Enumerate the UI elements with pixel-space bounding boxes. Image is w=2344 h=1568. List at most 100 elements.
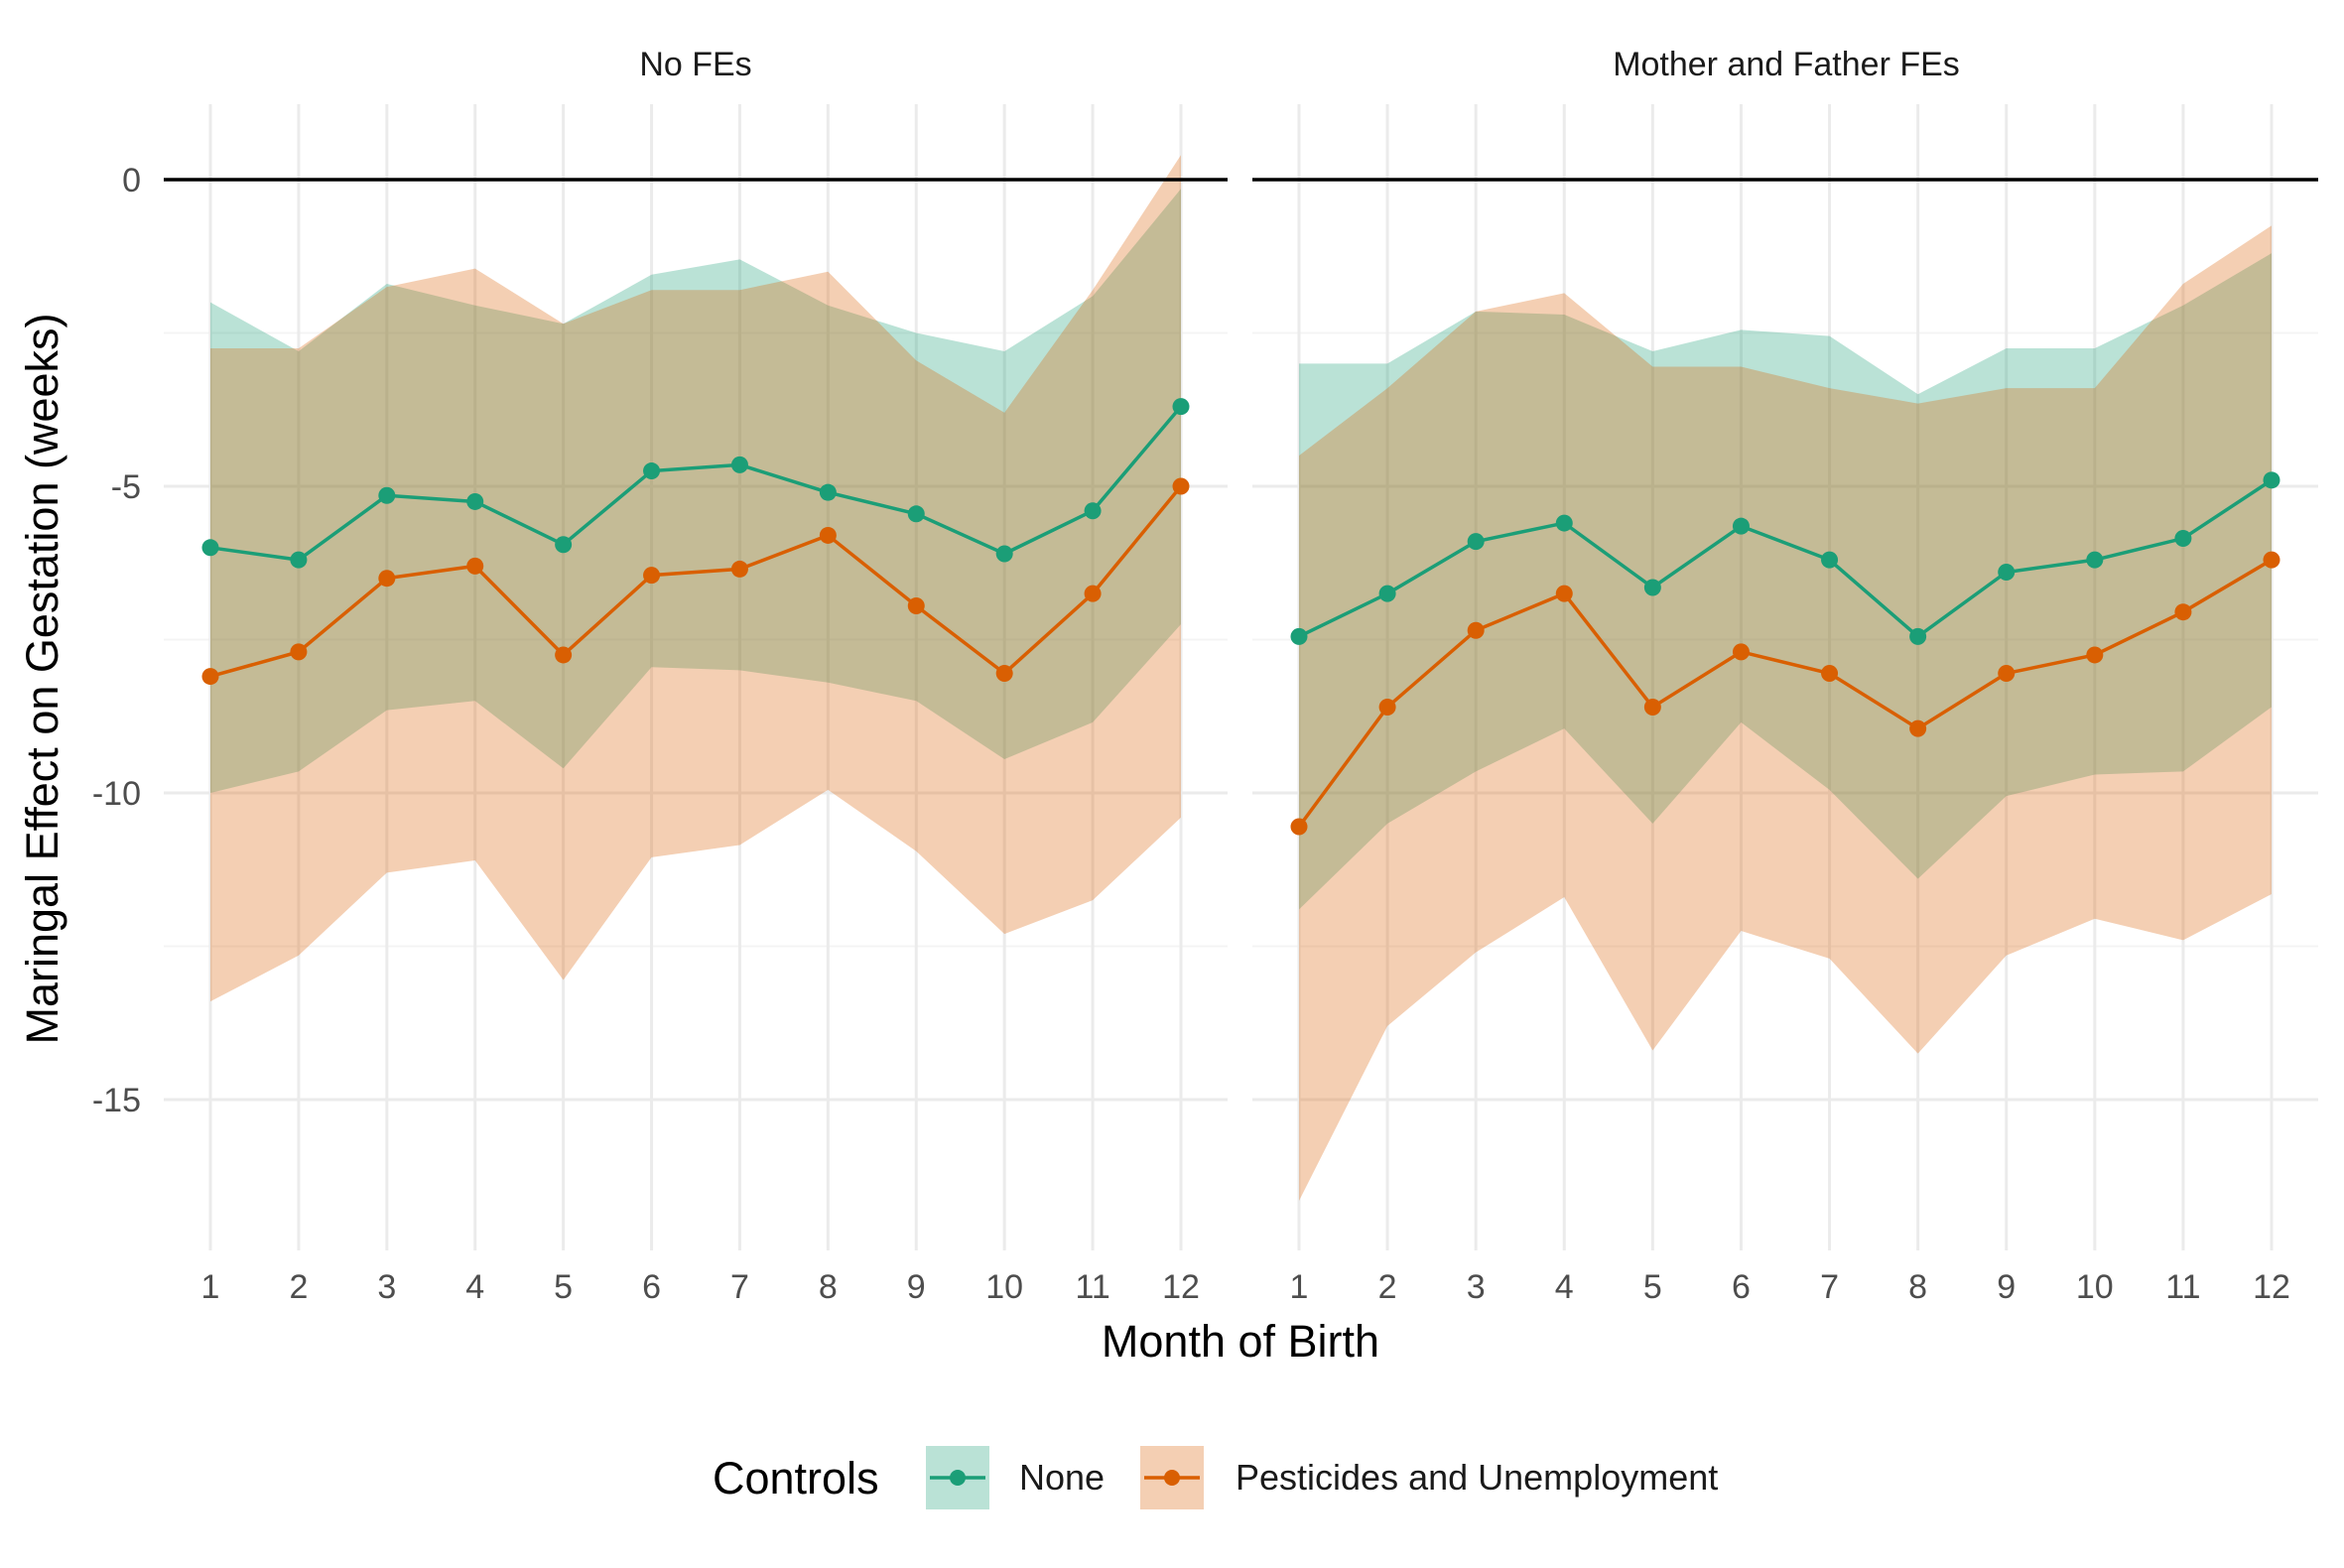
legend-label-none: None — [1019, 1457, 1105, 1498]
data-point-pesticides — [378, 570, 396, 588]
x-tick-label: 1 — [1290, 1268, 1309, 1306]
data-point-none — [643, 462, 661, 480]
data-point-none — [1467, 533, 1485, 551]
data-point-pesticides — [907, 597, 925, 615]
x-tick-label: 4 — [1555, 1268, 1574, 1306]
legend-point-none — [950, 1470, 966, 1486]
legend-key-pesticides — [1140, 1446, 1204, 1509]
data-point-pesticides — [2263, 551, 2280, 569]
x-tick-label: 9 — [907, 1268, 926, 1306]
data-point-none — [1643, 579, 1661, 596]
x-tick-label: 2 — [1378, 1268, 1397, 1306]
x-tick-label: 10 — [2076, 1268, 2114, 1306]
data-point-none — [1998, 564, 2016, 582]
data-point-none — [1084, 502, 1102, 520]
data-point-pesticides — [2174, 603, 2192, 621]
data-point-none — [819, 483, 837, 501]
data-point-pesticides — [819, 526, 837, 544]
data-point-none — [2086, 551, 2104, 569]
confidence-band-none — [210, 189, 1181, 793]
x-tick-label: 7 — [1820, 1268, 1839, 1306]
data-point-none — [907, 505, 925, 523]
series-line-none — [1298, 478, 2273, 639]
x-tick-label: 7 — [730, 1268, 749, 1306]
data-point-none — [1290, 627, 1308, 645]
x-tick-label: 4 — [465, 1268, 484, 1306]
data-point-pesticides — [1172, 477, 1190, 495]
x-tick-label: 11 — [1075, 1268, 1109, 1306]
data-point-none — [1909, 627, 1927, 645]
x-tick-label: 6 — [1732, 1268, 1751, 1306]
legend: Controls None Pesticides and Unemploymen… — [713, 1446, 1718, 1509]
x-tick-label: 12 — [2253, 1268, 2290, 1306]
data-point-none — [1378, 585, 1396, 602]
y-axis: 0 -5 -10 -15 — [92, 162, 141, 1119]
data-point-pesticides — [2086, 646, 2104, 664]
x-tick-label: 3 — [1467, 1268, 1486, 1306]
x-tick-label: 5 — [554, 1268, 573, 1306]
y-axis-label: Maringal Effect on Gestation (weeks) — [17, 313, 67, 1044]
data-point-none — [730, 456, 748, 473]
legend-title: Controls — [713, 1453, 879, 1503]
x-tick-label: 11 — [2165, 1268, 2200, 1306]
panel-mother-father-fes: Mother and Father FEs 1 2 3 4 5 6 7 8 9 10 11 12 — [1252, 46, 2318, 1306]
data-point-none — [1821, 551, 1839, 569]
panel-no-fes: No FEs 1 2 3 4 5 6 7 8 9 10 11 12 — [164, 46, 1228, 1306]
data-point-pesticides — [1821, 664, 1839, 682]
data-point-pesticides — [1732, 643, 1750, 661]
data-point-none — [1555, 514, 1573, 532]
data-point-none — [1732, 517, 1750, 535]
data-point-pesticides — [730, 560, 748, 578]
x-tick-label: 12 — [1162, 1268, 1200, 1306]
x-tick-label: 5 — [1643, 1268, 1662, 1306]
y-tick-label: -5 — [111, 468, 141, 506]
data-point-none — [2174, 530, 2192, 548]
legend-key-none — [926, 1446, 989, 1509]
data-point-none — [555, 536, 573, 554]
y-tick-label: 0 — [122, 162, 141, 199]
data-point-pesticides — [290, 643, 308, 661]
data-point-pesticides — [643, 567, 661, 585]
x-tick-label: 8 — [1908, 1268, 1927, 1306]
data-point-pesticides — [1378, 698, 1396, 716]
confidence-band-pesticides — [210, 155, 1181, 1002]
x-tick-label: 6 — [642, 1268, 661, 1306]
series-line-pesticides — [1297, 558, 2273, 829]
y-tick-label: -15 — [92, 1082, 141, 1119]
x-tick-label: 1 — [201, 1268, 220, 1306]
data-point-pesticides — [1084, 585, 1102, 602]
x-tick-label: 3 — [377, 1268, 396, 1306]
data-point-none — [201, 539, 219, 557]
x-tick-label: 8 — [819, 1268, 838, 1306]
panel-title: No FEs — [639, 46, 751, 83]
confidence-band-none — [1299, 253, 2272, 910]
plot-area — [1252, 104, 2318, 1250]
y-tick-label: -10 — [92, 775, 141, 813]
data-point-pesticides — [555, 646, 573, 664]
data-point-none — [378, 486, 396, 504]
series-line-none — [209, 405, 1183, 562]
x-tick-label: 9 — [1997, 1268, 2016, 1306]
data-point-none — [290, 551, 308, 569]
x-axis-label: Month of Birth — [1102, 1316, 1379, 1367]
data-point-none — [1172, 398, 1190, 416]
confidence-band-pesticides — [1299, 225, 2272, 1201]
data-point-pesticides — [201, 668, 219, 686]
data-point-none — [995, 545, 1013, 563]
legend-label-pesticides: Pesticides and Unemployment — [1236, 1457, 1718, 1498]
legend-point-pesticides — [1164, 1470, 1180, 1486]
data-point-pesticides — [1643, 698, 1661, 716]
series-line-pesticides — [209, 484, 1183, 679]
data-point-none — [466, 492, 484, 510]
data-point-pesticides — [1290, 818, 1308, 836]
x-tick-label: 2 — [289, 1268, 308, 1306]
data-point-pesticides — [995, 664, 1013, 682]
data-point-none — [2263, 471, 2280, 489]
data-point-pesticides — [1555, 585, 1573, 602]
x-tick-label: 10 — [985, 1268, 1023, 1306]
plot-area — [164, 104, 1228, 1250]
panel-title: Mother and Father FEs — [1613, 46, 1960, 83]
data-point-pesticides — [1467, 621, 1485, 639]
